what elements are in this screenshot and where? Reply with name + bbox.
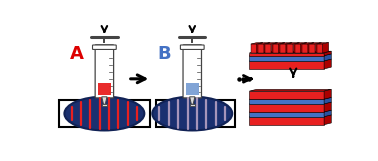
FancyBboxPatch shape — [93, 45, 116, 49]
Polygon shape — [249, 59, 331, 61]
Bar — [59, 100, 150, 127]
Polygon shape — [287, 43, 299, 44]
Polygon shape — [249, 117, 324, 125]
FancyBboxPatch shape — [180, 45, 204, 49]
Polygon shape — [249, 54, 331, 56]
Polygon shape — [249, 104, 324, 112]
Polygon shape — [302, 43, 314, 44]
Polygon shape — [271, 43, 277, 53]
Polygon shape — [302, 44, 308, 53]
Polygon shape — [273, 44, 279, 53]
FancyBboxPatch shape — [95, 45, 114, 98]
Polygon shape — [317, 44, 322, 53]
Polygon shape — [324, 102, 331, 112]
Polygon shape — [249, 102, 331, 104]
Polygon shape — [301, 43, 307, 53]
Polygon shape — [280, 44, 286, 53]
Polygon shape — [279, 43, 285, 53]
Circle shape — [64, 97, 144, 130]
Bar — [102, 104, 107, 106]
Polygon shape — [286, 43, 292, 53]
FancyBboxPatch shape — [183, 45, 201, 98]
Polygon shape — [249, 56, 324, 61]
Text: B: B — [158, 45, 171, 63]
Polygon shape — [249, 112, 324, 117]
Polygon shape — [324, 115, 331, 125]
Polygon shape — [265, 43, 277, 44]
Polygon shape — [308, 43, 314, 53]
Polygon shape — [264, 43, 270, 53]
Polygon shape — [257, 43, 263, 53]
Text: A: A — [70, 45, 84, 63]
Polygon shape — [317, 43, 329, 44]
Polygon shape — [249, 91, 324, 99]
Polygon shape — [249, 99, 324, 104]
Polygon shape — [258, 43, 270, 44]
Polygon shape — [249, 97, 331, 99]
Bar — [156, 100, 235, 127]
Polygon shape — [324, 59, 331, 69]
Polygon shape — [295, 43, 307, 44]
Polygon shape — [249, 115, 331, 117]
Polygon shape — [249, 110, 331, 112]
Bar — [190, 104, 195, 106]
Polygon shape — [251, 43, 263, 44]
Polygon shape — [324, 97, 331, 104]
Polygon shape — [273, 43, 285, 44]
Polygon shape — [293, 43, 299, 53]
Circle shape — [152, 97, 232, 130]
Polygon shape — [324, 54, 331, 61]
Polygon shape — [249, 51, 331, 53]
Polygon shape — [287, 44, 293, 53]
Polygon shape — [251, 44, 257, 53]
Polygon shape — [324, 51, 331, 56]
Polygon shape — [324, 89, 331, 99]
Polygon shape — [310, 43, 321, 44]
Polygon shape — [310, 44, 315, 53]
Polygon shape — [322, 43, 329, 53]
Polygon shape — [258, 44, 264, 53]
Polygon shape — [249, 61, 324, 69]
Polygon shape — [190, 97, 195, 104]
Polygon shape — [102, 97, 107, 104]
Polygon shape — [249, 89, 331, 91]
Polygon shape — [249, 53, 324, 56]
Polygon shape — [295, 44, 301, 53]
Polygon shape — [315, 43, 321, 53]
Bar — [186, 83, 199, 95]
Polygon shape — [265, 44, 271, 53]
Polygon shape — [324, 110, 331, 117]
Polygon shape — [280, 43, 292, 44]
Bar — [98, 83, 111, 95]
